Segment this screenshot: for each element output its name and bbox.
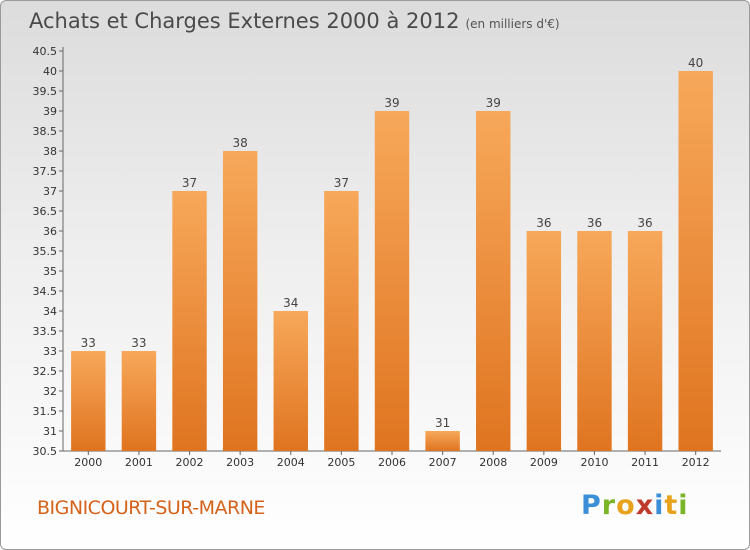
x-tick-label: 2004 bbox=[277, 456, 305, 469]
bar-2010 bbox=[577, 231, 612, 451]
y-tick-label: 38 bbox=[43, 145, 57, 158]
bar-2005 bbox=[324, 191, 359, 451]
data-label: 40 bbox=[688, 56, 703, 70]
y-tick-label: 30.5 bbox=[33, 445, 58, 458]
y-tick-label: 33.5 bbox=[33, 325, 58, 338]
data-label: 31 bbox=[435, 416, 450, 430]
logo-letter: t bbox=[664, 490, 679, 521]
bar-2004 bbox=[273, 311, 308, 451]
bar-2009 bbox=[526, 231, 562, 451]
data-label: 33 bbox=[81, 336, 96, 350]
y-tick-label: 36.5 bbox=[33, 205, 58, 218]
bar-2012 bbox=[678, 71, 713, 451]
data-label: 39 bbox=[384, 96, 399, 110]
bar-2006 bbox=[374, 111, 410, 451]
y-tick-label: 36 bbox=[43, 225, 57, 238]
y-tick-label: 31.5 bbox=[33, 405, 58, 418]
chart-title: Achats et Charges Externes 2000 à 2012 (e… bbox=[29, 9, 560, 33]
x-tick-label: 2010 bbox=[580, 456, 608, 469]
bar-2003 bbox=[222, 151, 258, 451]
x-tick-label: 2008 bbox=[479, 456, 507, 469]
bar-2007 bbox=[425, 431, 460, 451]
y-tick-label: 37.5 bbox=[33, 165, 58, 178]
bar-2002 bbox=[172, 191, 207, 451]
y-tick-label: 38.5 bbox=[33, 125, 58, 138]
commune-name: BIGNICOURT-SUR-MARNE bbox=[37, 497, 265, 519]
data-label: 33 bbox=[131, 336, 146, 350]
chart-subtitle: (en milliers d'€) bbox=[465, 17, 560, 31]
data-label: 38 bbox=[233, 136, 248, 150]
data-label: 39 bbox=[486, 96, 501, 110]
x-tick-label: 2006 bbox=[378, 456, 406, 469]
bar-2000 bbox=[71, 351, 106, 451]
data-label: 37 bbox=[182, 176, 197, 190]
bar-2008 bbox=[476, 111, 511, 451]
x-tick-label: 2005 bbox=[327, 456, 355, 469]
data-label: 36 bbox=[637, 216, 652, 230]
x-tick-label: 2003 bbox=[226, 456, 254, 469]
logo-letter: o bbox=[616, 490, 636, 521]
y-tick-label: 32 bbox=[43, 385, 57, 398]
data-label: 34 bbox=[283, 296, 298, 310]
x-tick-label: 2007 bbox=[429, 456, 457, 469]
data-label: 36 bbox=[587, 216, 602, 230]
x-tick-label: 2009 bbox=[530, 456, 558, 469]
x-tick-label: 2011 bbox=[631, 456, 659, 469]
bar-2011 bbox=[627, 231, 663, 451]
axes: 30.5 31 31.5 32 32.5 33 33.5 34 34.5 35 35.5 36 36.5… bbox=[33, 45, 721, 469]
y-tick-label: 34 bbox=[43, 305, 57, 318]
y-tick-label: 39 bbox=[43, 105, 57, 118]
x-tick-label: 2002 bbox=[176, 456, 204, 469]
logo-letter: i bbox=[678, 490, 689, 521]
logo-letter: i bbox=[654, 490, 665, 521]
y-tick-label: 35.5 bbox=[33, 245, 58, 258]
logo-letter: P bbox=[581, 490, 602, 521]
bars: 33 33 37 38 34 37 39 31 39 36 36 36 40 bbox=[71, 56, 713, 451]
logo-letter: x bbox=[635, 490, 655, 521]
y-tick-label: 34.5 bbox=[33, 285, 58, 298]
y-tick-label: 37 bbox=[43, 185, 57, 198]
y-tick-label: 32.5 bbox=[33, 365, 58, 378]
y-tick-label: 39.5 bbox=[33, 85, 58, 98]
y-tick-label: 40.5 bbox=[33, 45, 58, 58]
y-tick-label: 35 bbox=[43, 265, 57, 278]
data-label: 36 bbox=[536, 216, 551, 230]
proxiti-logo: Proxiti bbox=[581, 490, 689, 521]
x-tick-label: 2000 bbox=[74, 456, 102, 469]
y-tick-label: 40 bbox=[43, 65, 57, 78]
y-tick-label: 31 bbox=[43, 425, 57, 438]
bar-2001 bbox=[121, 351, 157, 451]
x-tick-label: 2001 bbox=[125, 456, 153, 469]
logo-letter: r bbox=[601, 490, 617, 521]
data-label: 37 bbox=[334, 176, 349, 190]
y-tick-label: 33 bbox=[43, 345, 57, 358]
x-tick-label: 2012 bbox=[682, 456, 710, 469]
